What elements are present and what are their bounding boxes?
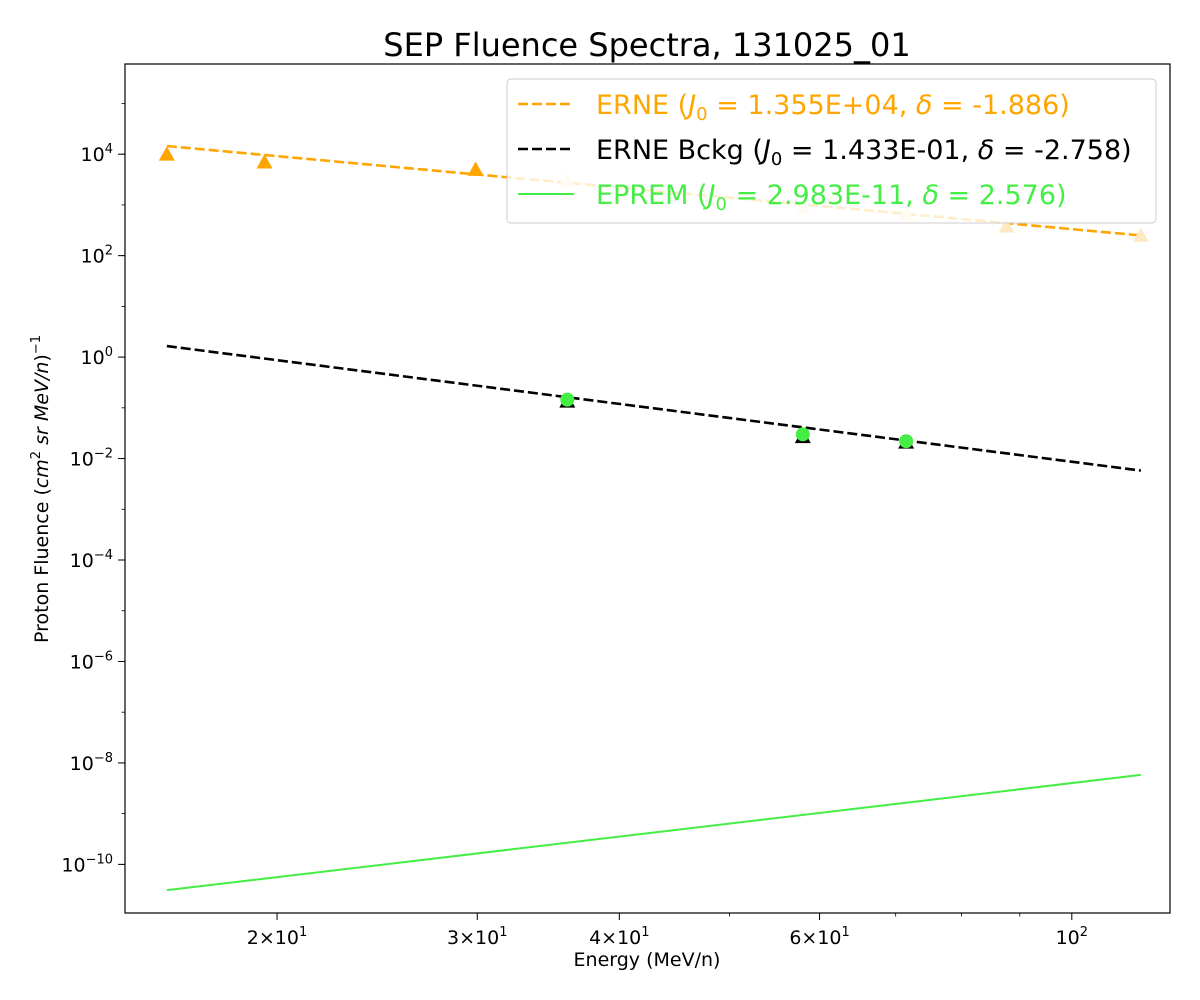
x-tick-label-mantissa: 6×10 [789,927,841,949]
legend-delta-symbol: δ [922,180,939,211]
legend-series-name: EPREM ( [596,180,708,211]
x-tick-label-mantissa: 4×10 [589,927,641,949]
legend-j0-value: = 1.433E-01, [782,135,977,166]
legend-series-name: ERNE Bckg ( [596,135,763,166]
x-axis-label: Energy (MeV/n) [574,949,721,971]
x-tick-label: 102 [1056,925,1088,949]
y-axis-label-suffix-exponent: −1 [29,335,44,354]
y-tick-label-mantissa: 10 [81,347,105,369]
series-line-eprem [166,773,1141,892]
plot-area [158,144,1149,892]
x-tick-label-exponent: 1 [499,925,507,940]
y-axis-label-suffix: ) [31,354,53,361]
y-tick-label: 10−6 [70,649,113,673]
x-tick-label: 3×101 [447,925,507,949]
y-tick-label-mantissa: 10 [70,753,94,775]
y-tick-label-exponent: −2 [94,447,113,462]
y-tick-label: 100 [81,345,113,369]
y-tick-label: 10−2 [70,447,113,471]
x-tick-label-exponent: 1 [641,925,649,940]
marker-eprem [795,427,810,442]
y-tick-label: 10−10 [61,852,113,876]
y-tick-label-exponent: 2 [105,244,113,259]
y-tick-label-exponent: −10 [86,852,113,867]
legend-label-erne-bckg: ERNE Bckg (J0 = 1.433E-01, δ = -2.758) [596,135,1132,170]
legend-label-eprem: EPREM (J0 = 2.983E-11, δ = 2.576) [596,180,1067,215]
x-tick-label-exponent: 1 [842,925,850,940]
y-tick-label: 10−4 [70,548,113,572]
x-tick-label-exponent: 2 [1080,925,1088,940]
y-tick-label-exponent: 0 [105,345,113,360]
y-axis-label-unit: cm [31,459,53,488]
marker-erne [256,154,273,169]
y-tick-label-mantissa: 10 [81,144,105,166]
marker-erne [467,161,484,176]
legend-label-erne: ERNE (J0 = 1.355E+04, δ = -1.886) [596,90,1070,125]
y-tick-label-exponent: 4 [105,142,113,157]
legend-j0-value: = 1.355E+04, [708,90,916,121]
y-tick-label-mantissa: 10 [70,550,94,572]
x-tick-label: 2×101 [247,925,307,949]
marker-eprem [899,434,914,449]
y-tick-label: 104 [81,142,113,166]
plot-frame [124,63,1171,914]
y-axis-label: Proton Fluence (cm2 sr MeV/n)−1 [29,335,53,643]
legend-j-subscript: 0 [771,149,782,170]
y-tick-label-mantissa: 10 [70,449,94,471]
x-tick-label-exponent: 1 [299,925,307,940]
y-tick-label-mantissa: 10 [70,651,94,673]
series-line-erne-bckg [166,344,1141,472]
legend-j-subscript: 0 [696,104,707,125]
y-tick-label-exponent: −6 [94,649,113,664]
x-tick-label-mantissa: 2×10 [247,927,299,949]
marker-erne [1132,227,1149,242]
y-tick-label-mantissa: 10 [61,854,85,876]
marker-eprem [560,392,575,407]
y-tick-label-exponent: −8 [94,751,113,766]
marker-erne [158,146,175,161]
y-tick-label: 10−8 [70,751,113,775]
legend-delta-value: = -1.886) [932,90,1069,121]
legend: ERNE (J0 = 1.355E+04, δ = -1.886) ERNE Bc… [506,78,1157,224]
x-tick-label-mantissa: 10 [1056,927,1080,949]
legend-box [506,78,1157,224]
marker-erne [998,218,1015,233]
y-tick-label-exponent: −4 [94,548,113,563]
x-tick-label: 4×101 [589,925,649,949]
legend-j0-value: = 2.983E-11, [727,180,922,211]
chart-title: SEP Fluence Spectra, 131025_01 [383,26,910,64]
y-axis-label-unit-rest: sr MeV/n [31,362,53,451]
y-tick-label-mantissa: 10 [81,246,105,268]
legend-delta-symbol: δ [978,135,995,166]
legend-delta-symbol: δ [916,90,933,121]
legend-delta-value: = -2.758) [994,135,1131,166]
legend-series-name: ERNE ( [596,90,688,121]
legend-delta-value: = 2.576) [939,180,1067,211]
x-tick-label: 6×101 [789,925,849,949]
x-tick-label-mantissa: 3×10 [447,927,499,949]
y-axis-label-unit-exponent: 2 [29,451,44,459]
legend-j-subscript: 0 [716,194,727,215]
y-axis-label-prefix: Proton Fluence ( [31,488,53,643]
y-tick-label: 102 [81,244,113,268]
x-axis: 2×101 3×101 4×101 6×101 102 [247,913,1088,949]
